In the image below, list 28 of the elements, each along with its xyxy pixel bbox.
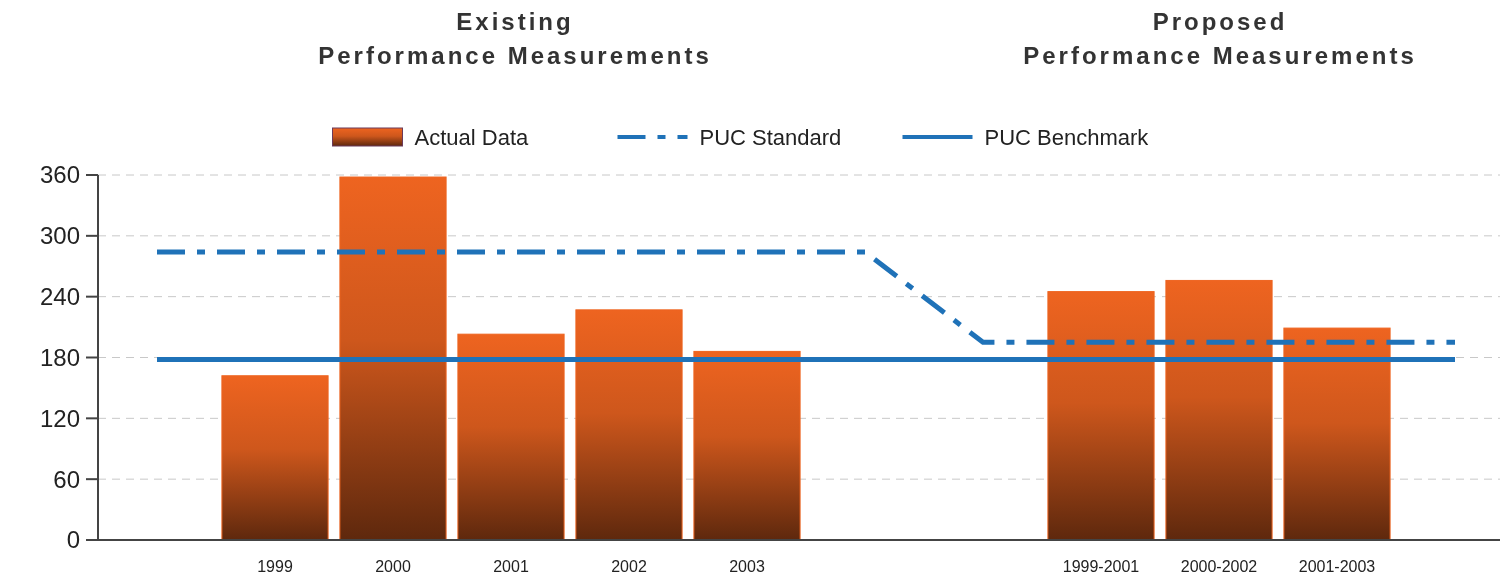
y-tick-label: 60 xyxy=(53,465,80,493)
legend-label: Actual Data xyxy=(414,124,529,150)
bar xyxy=(1283,327,1391,541)
text: Existing Performance Measurements xyxy=(318,8,712,69)
y-tick-label: 0 xyxy=(66,526,80,554)
x-tick-label: 2002 xyxy=(611,558,647,575)
bar xyxy=(457,333,565,541)
y-tick-label: 300 xyxy=(39,222,80,250)
y-tick-label: 120 xyxy=(39,404,80,432)
y-tick-label: 360 xyxy=(39,161,80,189)
bar xyxy=(1047,291,1155,541)
x-tick-label: 2001 xyxy=(493,558,529,575)
y-tick-label: 180 xyxy=(39,343,80,371)
bar xyxy=(339,176,447,541)
x-tick-label: 2000 xyxy=(375,558,411,575)
bar xyxy=(221,375,329,541)
y-tick-label: 240 xyxy=(39,283,80,311)
legend-label: PUC Standard xyxy=(699,124,842,150)
legend-label: PUC Benchmark xyxy=(984,124,1150,150)
x-tick-label: 1999-2001 xyxy=(1062,558,1140,575)
x-tick-label: 2000-2002 xyxy=(1180,558,1258,575)
x-tick-label: 2001-2003 xyxy=(1298,558,1376,575)
text: Proposed Performance Measurements xyxy=(1023,8,1417,69)
x-tick-label: 1999 xyxy=(257,558,293,575)
x-tick-label: 2003 xyxy=(729,558,765,575)
bar xyxy=(1165,279,1273,541)
bar xyxy=(575,309,683,541)
bar xyxy=(693,350,801,541)
